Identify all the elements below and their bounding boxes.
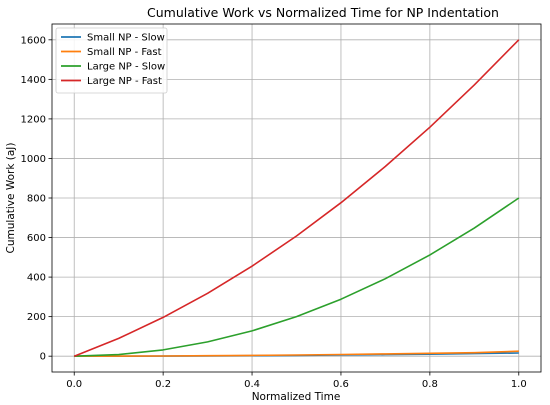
x-tick-label: 1.0 bbox=[511, 379, 527, 390]
y-tick-label: 1000 bbox=[21, 154, 46, 165]
y-tick-label: 800 bbox=[27, 194, 46, 205]
y-tick-label: 1600 bbox=[21, 35, 46, 46]
x-tick-label: 0.0 bbox=[66, 379, 82, 390]
x-tick-label: 0.8 bbox=[422, 379, 438, 390]
x-axis-ticks: 0.0 0.2 0.4 0.6 0.8 1.0 bbox=[66, 372, 527, 390]
legend: Small NP - Slow Small NP - Fast Large NP -… bbox=[55, 27, 168, 94]
y-tick-label: 1200 bbox=[21, 114, 46, 125]
x-tick-label: 0.4 bbox=[244, 379, 260, 390]
y-tick-label: 600 bbox=[27, 233, 46, 244]
legend-box bbox=[55, 27, 168, 94]
y-axis-ticks: 0 200 400 600 800 1000 1200 1400 1600 bbox=[21, 35, 52, 363]
x-tick-label: 0.6 bbox=[333, 379, 349, 390]
series-line-3 bbox=[73, 39, 520, 357]
legend-label: Large NP - Slow bbox=[87, 62, 165, 73]
legend-label: Small NP - Slow bbox=[87, 33, 165, 44]
series-line-1 bbox=[74, 350, 519, 358]
y-tick-label: 1400 bbox=[21, 75, 46, 86]
x-axis-label: Normalized Time bbox=[252, 391, 341, 403]
chart-title: Cumulative Work vs Normalized Time for N… bbox=[147, 5, 499, 20]
x-tick-label: 0.2 bbox=[155, 379, 171, 390]
series-lines bbox=[73, 39, 520, 358]
series-line-2 bbox=[74, 197, 520, 357]
y-tick-label: 400 bbox=[27, 273, 46, 284]
y-axis-label: Cumulative Work (aJ) bbox=[5, 143, 17, 254]
y-tick-label: 200 bbox=[27, 312, 46, 323]
legend-label: Small NP - Fast bbox=[87, 47, 162, 58]
legend-label: Large NP - Fast bbox=[87, 76, 162, 87]
y-tick-label: 0 bbox=[40, 352, 46, 363]
